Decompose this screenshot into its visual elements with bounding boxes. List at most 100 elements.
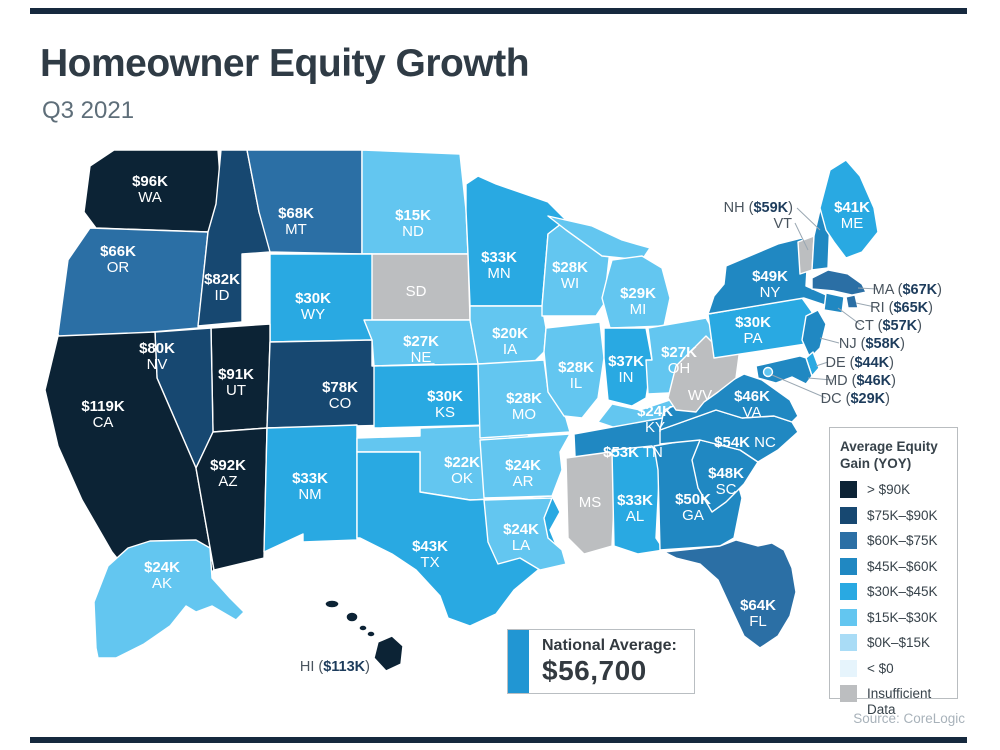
legend-label: $15K–$30K bbox=[867, 609, 938, 625]
callout-line-ma bbox=[857, 287, 879, 290]
legend-label: < $0 bbox=[867, 660, 894, 676]
callout-line-md bbox=[807, 377, 833, 381]
state-label-mt: $68K MT bbox=[278, 205, 314, 238]
legend: Average Equity Gain (YOY) > $90K $75K–$90… bbox=[829, 427, 958, 717]
state-label-ms: MS bbox=[579, 494, 602, 511]
state-la bbox=[483, 497, 567, 571]
state-label-ia: $20K IA bbox=[492, 325, 528, 358]
national-average-body: National Average: $56,700 bbox=[529, 630, 677, 693]
legend-swatch bbox=[840, 557, 857, 575]
state-label-sd: SD bbox=[406, 283, 427, 300]
state-label-ut: $91K UT bbox=[218, 366, 254, 399]
legend-label: $0K–$15K bbox=[867, 635, 931, 650]
state-ar bbox=[479, 433, 571, 499]
legend-label: $60K–$75K bbox=[867, 533, 938, 548]
callout-ri: RI ($65K) bbox=[870, 300, 933, 316]
national-average-accent-bar bbox=[508, 630, 529, 693]
state-label-nd: $15K ND bbox=[395, 207, 431, 240]
legend-label: Insufficient Data bbox=[867, 686, 932, 717]
state-in bbox=[603, 327, 653, 407]
state-label-ne: $27K NE bbox=[403, 333, 439, 366]
state-az bbox=[195, 427, 268, 571]
legend-entry: $30K–$45K bbox=[840, 583, 957, 600]
state-ma bbox=[811, 269, 867, 296]
state-value-labels: $96K WA $66K OR $119K CA $80K NV $82K ID $68K… bbox=[81, 173, 870, 630]
state-ri bbox=[845, 294, 859, 309]
state-label-la: $24K LA bbox=[503, 521, 539, 554]
legend-label: > $90K bbox=[867, 482, 911, 497]
state-label-tx: $43K TX bbox=[412, 538, 448, 571]
callout-ma: MA ($67K) bbox=[873, 282, 942, 298]
state-mt bbox=[246, 149, 363, 255]
state-ms bbox=[565, 451, 617, 555]
state-label-ky: $24K KY bbox=[637, 403, 673, 436]
legend-entry: Insufficient Data bbox=[840, 685, 957, 718]
page-subtitle: Q3 2021 bbox=[42, 97, 135, 124]
state-label-ks: $30K KS bbox=[427, 388, 463, 421]
state-label-ny: $49K NY bbox=[752, 268, 788, 301]
callout-nj: NJ ($58K) bbox=[839, 336, 905, 352]
state-label-mi: $29K MI bbox=[620, 285, 656, 318]
legend-entry: $0K–$15K bbox=[840, 634, 957, 651]
state-hi-islands bbox=[324, 599, 404, 672]
state-label-wa: $96K WA bbox=[132, 173, 168, 206]
source-attribution: Source: CoreLogic bbox=[853, 711, 965, 726]
state-tx bbox=[356, 451, 565, 627]
legend-title-line1: Average Equity bbox=[840, 439, 938, 454]
legend-swatch bbox=[840, 506, 857, 524]
national-average-box: National Average: $56,700 bbox=[507, 629, 695, 694]
state-label-mn: $33K MN bbox=[481, 249, 517, 282]
state-label-wy: $30K WY bbox=[295, 290, 331, 323]
state-shapes bbox=[44, 149, 879, 672]
state-label-nc: $54K NC bbox=[714, 434, 776, 451]
callout-labels: NH ($59K) VT MA ($67K) RI ($65K) CT ($57… bbox=[300, 200, 942, 675]
state-label-pa: $30K PA bbox=[735, 314, 771, 347]
callout-nh: NH ($59K) bbox=[724, 200, 793, 216]
legend-entry: $15K–$30K bbox=[840, 608, 957, 626]
state-label-co: $78K CO bbox=[322, 379, 358, 412]
callout-hi: HI ($113K) bbox=[300, 659, 370, 675]
callout-dc: DC ($29K) bbox=[821, 391, 890, 407]
legend-label: $30K–$45K bbox=[867, 584, 938, 599]
legend-swatch bbox=[840, 608, 857, 626]
state-label-or: $66K OR bbox=[100, 243, 136, 276]
state-label-ar: $24K AR bbox=[505, 457, 541, 490]
legend-entry: > $90K bbox=[840, 481, 957, 498]
legend-swatch bbox=[840, 532, 857, 549]
state-ak bbox=[93, 539, 245, 659]
state-label-ok: $22K OK bbox=[444, 454, 480, 487]
national-average-label: National Average: bbox=[542, 637, 677, 654]
legend-title: Average Equity Gain (YOY) bbox=[840, 438, 957, 472]
callout-line-vt bbox=[794, 222, 809, 251]
callout-de: DE ($44K) bbox=[825, 355, 894, 371]
legend-swatch bbox=[840, 481, 857, 498]
page-title: Homeowner Equity Growth bbox=[40, 42, 530, 85]
callout-line-ct bbox=[837, 307, 862, 326]
state-label-nm: $33K NM bbox=[292, 470, 328, 503]
state-va bbox=[659, 373, 799, 431]
callout-lines bbox=[771, 207, 879, 399]
state-md bbox=[755, 355, 813, 385]
callout-line-nh bbox=[796, 207, 821, 231]
state-label-oh: $27K OH bbox=[661, 344, 697, 377]
legend-rows: > $90K $75K–$90K $60K–$75K $45K–$60K $30K–$4… bbox=[840, 481, 957, 718]
state-label-wv: WV bbox=[688, 387, 712, 404]
legend-swatch bbox=[840, 634, 857, 651]
state-dc-dot bbox=[762, 366, 774, 378]
state-label-wi: $28K WI bbox=[552, 259, 588, 292]
state-label-nv: $80K NV bbox=[139, 340, 175, 373]
callout-line-dc bbox=[771, 374, 827, 399]
state-label-tn: $53K TN bbox=[603, 444, 663, 461]
callout-md: MD ($46K) bbox=[825, 373, 896, 389]
state-label-il: $28K IL bbox=[558, 359, 594, 392]
state-label-fl: $64K FL bbox=[740, 597, 776, 630]
state-label-al: $33K AL bbox=[617, 492, 653, 525]
state-label-in: $37K IN bbox=[608, 353, 644, 386]
state-label-ga: $50K GA bbox=[675, 491, 711, 524]
state-il bbox=[543, 321, 605, 419]
state-label-ca: $119K CA bbox=[81, 398, 125, 431]
callout-line-nj bbox=[819, 337, 840, 344]
legend-entry: $75K–$90K bbox=[840, 506, 957, 524]
